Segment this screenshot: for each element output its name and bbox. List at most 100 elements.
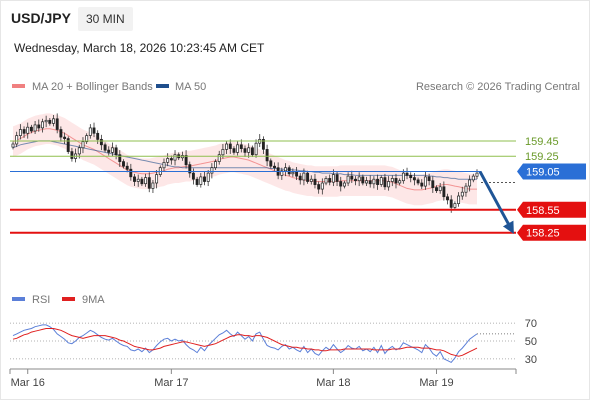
candle-body <box>383 177 387 188</box>
candle-body <box>37 124 41 129</box>
candle-body <box>335 174 339 182</box>
candle-body <box>33 124 37 132</box>
candle-body <box>129 168 133 178</box>
price-plot <box>11 113 479 213</box>
candle-body <box>331 174 335 183</box>
rsi-tick-label: 30 <box>525 354 537 366</box>
rsi-legend-swatch <box>12 297 25 301</box>
candle-body <box>184 155 188 166</box>
candle-body <box>232 148 236 153</box>
candle-body <box>225 143 229 150</box>
candle-body <box>269 160 273 167</box>
candle-body <box>475 172 479 177</box>
rsi-ma-line <box>12 328 478 357</box>
candle-body <box>423 176 427 187</box>
candle-body <box>85 135 89 143</box>
support-label: 158.55 <box>526 205 560 217</box>
support-label-box <box>517 224 586 241</box>
candle-body <box>302 172 306 181</box>
candle-body <box>409 175 413 179</box>
candle-body <box>203 176 206 182</box>
candle-body <box>261 139 265 150</box>
candle-body <box>346 175 350 184</box>
candle-body <box>140 178 144 185</box>
candle-body <box>339 181 343 187</box>
candle-body <box>435 187 438 192</box>
candle-body <box>287 167 291 175</box>
candle-body <box>55 118 59 130</box>
ma50-legend-label: MA 50 <box>175 81 206 93</box>
candle-body <box>313 178 317 185</box>
price-levels: 159.45 159.25 159.05 158.55 158.25 <box>10 136 586 241</box>
x-tick-label: Mar 16 <box>11 377 45 389</box>
rsi-ma-legend-label: 9MA <box>82 294 105 306</box>
candle-body <box>390 178 394 182</box>
candle-body <box>438 186 442 191</box>
candle-body <box>354 178 357 182</box>
candle-body <box>324 178 328 184</box>
candle-body <box>453 203 457 208</box>
candle-body <box>81 141 85 149</box>
candle-body <box>136 178 140 182</box>
candle-body <box>291 171 295 175</box>
chart-datetime: Wednesday, March 18, 2026 10:23:45 AM CE… <box>14 41 265 55</box>
candle-body <box>350 175 354 180</box>
candle-body <box>44 119 48 123</box>
candle-body <box>11 143 15 148</box>
candle-body <box>155 174 159 184</box>
candle-body <box>199 176 203 185</box>
x-tick-label: Mar 19 <box>419 377 453 389</box>
candle-body <box>357 176 361 182</box>
symbol-title: USD/JPY <box>11 10 71 26</box>
x-tick-label: Mar 17 <box>154 377 188 389</box>
candle-body <box>221 149 225 156</box>
rsi-tick-label: 70 <box>525 318 537 330</box>
candle-body <box>210 167 214 174</box>
candle-body <box>114 147 118 156</box>
candle-body <box>243 148 247 153</box>
candle-body <box>442 186 446 198</box>
pivot-label: 159.05 <box>526 167 560 179</box>
chart-header: USD/JPY 30 MIN <box>0 0 590 36</box>
candle-body <box>96 132 100 140</box>
candle-body <box>317 184 321 190</box>
candle-body <box>88 127 92 136</box>
candle-body <box>169 158 173 161</box>
candle-body <box>166 158 170 163</box>
candle-body <box>239 144 243 149</box>
candle-body <box>41 121 44 129</box>
candle-body <box>284 167 287 172</box>
candle-body <box>376 178 380 185</box>
candle-body <box>320 182 324 190</box>
candle-body <box>188 164 192 174</box>
candle-body <box>361 176 365 184</box>
candle-body <box>416 179 420 184</box>
resistance-label: 159.45 <box>525 136 559 148</box>
candle-body <box>133 176 136 182</box>
candle-body <box>372 178 376 185</box>
candle-body <box>151 182 155 189</box>
candle-body <box>217 154 221 162</box>
candle-body <box>59 129 63 138</box>
candle-body <box>273 165 276 169</box>
timeframe-button[interactable]: 30 MIN <box>78 7 133 31</box>
support-label: 158.25 <box>526 228 560 240</box>
candle-body <box>394 178 398 184</box>
candle-body <box>250 147 254 156</box>
candle-body <box>214 161 217 169</box>
candle-body <box>22 129 26 134</box>
candle-body <box>460 191 464 197</box>
candle-body <box>464 185 468 193</box>
ma20-line <box>12 128 477 191</box>
x-axis: Mar 16 Mar 17 Mar 18 Mar 19 <box>9 369 517 389</box>
candle-body <box>342 182 346 187</box>
candle-body <box>412 177 416 181</box>
candle-body <box>328 178 332 183</box>
candle-body <box>195 178 199 185</box>
candle-body <box>122 161 125 167</box>
candle-body <box>66 138 70 152</box>
rsi-line <box>12 324 478 364</box>
candle-body <box>107 149 111 153</box>
